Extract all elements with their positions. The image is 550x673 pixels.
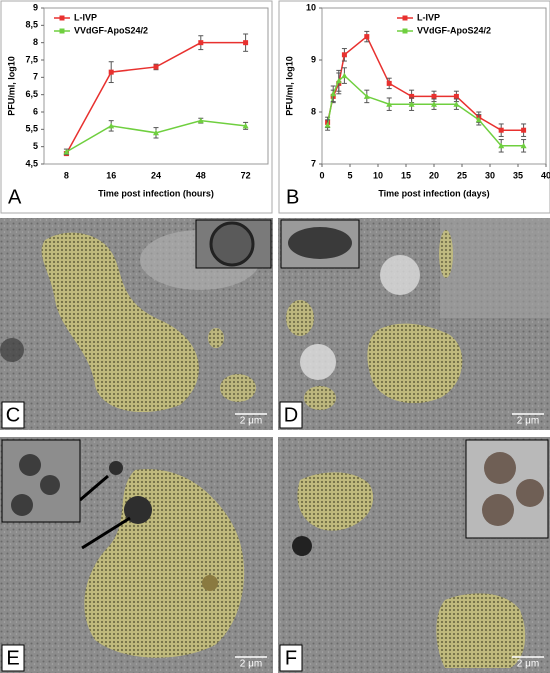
legend-label: VVdGF-ApoS24/2 (417, 25, 491, 35)
point (243, 40, 249, 46)
point (386, 80, 392, 86)
point (108, 69, 114, 75)
y-axis-label: PFU/ml, log10 (284, 56, 294, 116)
x-tick-label: 5 (347, 170, 352, 180)
point (341, 72, 348, 79)
x-tick-label: 72 (241, 170, 251, 180)
y-tick-label: 9 (33, 2, 38, 12)
legend-label: L-IVP (417, 12, 440, 22)
point (408, 101, 415, 107)
point (453, 93, 459, 99)
point (431, 101, 437, 107)
point (431, 93, 437, 99)
point (498, 142, 505, 149)
scale-bar-label: 2 μm (517, 659, 539, 670)
point (242, 122, 249, 129)
point (197, 117, 204, 124)
y-tick-label: 5 (33, 141, 38, 151)
y-tick-label: 6,5 (25, 89, 38, 99)
y-tick-label: 6 (33, 106, 38, 116)
panel-label: E (6, 647, 19, 669)
micrograph-d (278, 218, 550, 430)
y-tick-label: 8 (33, 37, 38, 47)
micrograph-c (0, 218, 273, 430)
point (364, 34, 370, 40)
panel-label-box (1, 401, 25, 429)
panel-label: F (285, 647, 297, 669)
y-tick-label: 8 (311, 106, 316, 116)
point (386, 101, 393, 107)
x-tick-label: 10 (373, 170, 383, 180)
panel-label: C (6, 404, 20, 426)
point (498, 127, 504, 133)
point (153, 129, 159, 136)
point (453, 101, 460, 107)
y-tick-label: 10 (306, 2, 316, 12)
point (520, 142, 527, 149)
legend-marker (402, 15, 408, 21)
x-tick-label: 48 (196, 170, 206, 180)
point (153, 64, 159, 70)
chart-frame (278, 0, 550, 214)
panel-label: B (286, 186, 299, 208)
scale-bar-label: 2 μm (517, 416, 539, 427)
point (335, 77, 342, 84)
micrograph-e (0, 437, 273, 673)
scale-bar-label: 2 μm (240, 416, 262, 427)
y-tick-label: 7,5 (25, 54, 38, 64)
legend-label: L-IVP (74, 12, 97, 22)
x-tick-label: 30 (485, 170, 495, 180)
point (108, 122, 115, 129)
x-tick-label: 35 (513, 170, 523, 180)
point (63, 148, 70, 155)
legend-marker (402, 28, 408, 34)
point (521, 127, 527, 133)
panel-label: A (8, 186, 22, 208)
x-axis-label: Time post infection (days) (378, 188, 489, 198)
y-tick-label: 9 (311, 54, 316, 64)
point (409, 93, 415, 99)
x-tick-label: 16 (106, 170, 116, 180)
panel-label-box (279, 644, 303, 672)
panel-label: D (284, 404, 298, 426)
x-tick-label: 15 (401, 170, 411, 180)
scale-bar-label: 2 μm (240, 659, 262, 670)
panel-label-box (1, 644, 25, 672)
legend-label: VVdGF-ApoS24/2 (74, 25, 148, 35)
point (330, 90, 337, 97)
point (475, 116, 482, 123)
y-axis-label: PFU/ml, log10 (6, 56, 16, 116)
point (198, 40, 204, 46)
chart-frame (0, 0, 273, 214)
y-tick-label: 5,5 (25, 124, 38, 134)
x-tick-label: 0 (319, 170, 324, 180)
point (363, 93, 370, 99)
x-axis-label: Time post infection (hours) (98, 188, 214, 198)
legend-marker (59, 15, 65, 21)
x-tick-label: 24 (151, 170, 161, 180)
x-tick-label: 20 (429, 170, 439, 180)
panel-label-box (279, 401, 303, 429)
x-tick-label: 25 (457, 170, 467, 180)
legend-marker (59, 28, 65, 34)
plot-area (43, 7, 269, 165)
y-tick-label: 8,5 (25, 20, 38, 30)
x-tick-label: 8 (64, 170, 69, 180)
y-tick-label: 4,5 (25, 158, 38, 168)
point (324, 122, 331, 128)
y-tick-label: 7 (33, 72, 38, 82)
point (341, 52, 347, 58)
micrograph-f (278, 437, 550, 673)
y-tick-label: 7 (311, 158, 316, 168)
x-tick-label: 40 (541, 170, 550, 180)
